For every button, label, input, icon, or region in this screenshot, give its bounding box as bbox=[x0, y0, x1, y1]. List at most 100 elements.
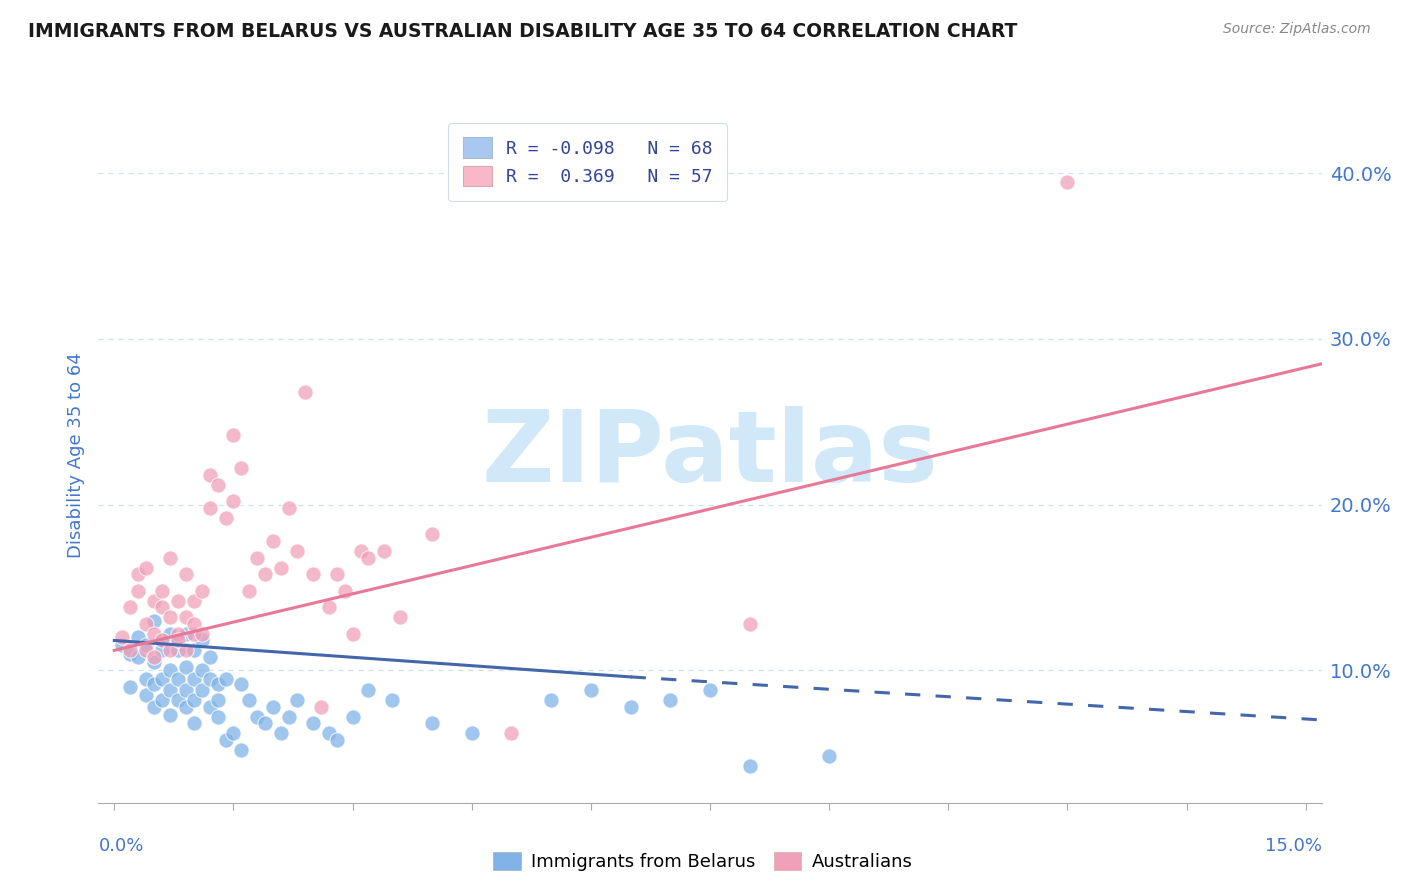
Point bbox=[222, 428, 245, 442]
Point bbox=[738, 616, 761, 631]
Point bbox=[166, 672, 188, 686]
Point bbox=[231, 461, 253, 475]
Text: ZIPatlas: ZIPatlas bbox=[482, 407, 938, 503]
Point bbox=[325, 732, 347, 747]
Point bbox=[120, 643, 142, 657]
Point bbox=[190, 583, 212, 598]
Point bbox=[143, 650, 166, 665]
Point bbox=[150, 672, 173, 686]
Point bbox=[214, 732, 236, 747]
Point bbox=[120, 600, 142, 615]
Point bbox=[135, 639, 157, 653]
Point bbox=[143, 699, 166, 714]
Point bbox=[270, 560, 292, 574]
Point bbox=[159, 683, 181, 698]
Point bbox=[166, 633, 188, 648]
Point bbox=[357, 683, 380, 698]
Point bbox=[166, 693, 188, 707]
Point bbox=[159, 627, 181, 641]
Point bbox=[309, 699, 332, 714]
Point bbox=[135, 616, 157, 631]
Point bbox=[174, 610, 197, 624]
Point bbox=[120, 680, 142, 694]
Point bbox=[318, 726, 340, 740]
Legend: R = -0.098   N = 68, R =  0.369   N = 57: R = -0.098 N = 68, R = 0.369 N = 57 bbox=[449, 123, 727, 201]
Point bbox=[198, 500, 221, 515]
Point bbox=[207, 693, 229, 707]
Legend: Immigrants from Belarus, Australians: Immigrants from Belarus, Australians bbox=[486, 845, 920, 879]
Point bbox=[198, 467, 221, 482]
Point bbox=[174, 627, 197, 641]
Point bbox=[127, 567, 149, 582]
Point bbox=[1056, 175, 1078, 189]
Point bbox=[373, 544, 395, 558]
Point bbox=[501, 726, 523, 740]
Point bbox=[389, 610, 412, 624]
Point bbox=[183, 616, 205, 631]
Point bbox=[285, 544, 308, 558]
Point bbox=[278, 709, 301, 723]
Y-axis label: Disability Age 35 to 64: Disability Age 35 to 64 bbox=[66, 352, 84, 558]
Point bbox=[302, 716, 325, 731]
Point bbox=[381, 693, 404, 707]
Point bbox=[166, 627, 188, 641]
Point bbox=[342, 627, 364, 641]
Point bbox=[174, 699, 197, 714]
Point bbox=[420, 527, 443, 541]
Point bbox=[231, 743, 253, 757]
Point bbox=[166, 643, 188, 657]
Point bbox=[135, 672, 157, 686]
Point bbox=[190, 663, 212, 677]
Point bbox=[111, 630, 134, 644]
Point bbox=[150, 633, 173, 648]
Point bbox=[127, 650, 149, 665]
Point bbox=[183, 693, 205, 707]
Text: 15.0%: 15.0% bbox=[1264, 837, 1322, 855]
Point bbox=[143, 593, 166, 607]
Point bbox=[166, 633, 188, 648]
Text: 0.0%: 0.0% bbox=[98, 837, 143, 855]
Point bbox=[190, 633, 212, 648]
Point bbox=[174, 567, 197, 582]
Point bbox=[207, 709, 229, 723]
Point bbox=[150, 600, 173, 615]
Point bbox=[127, 583, 149, 598]
Point bbox=[214, 511, 236, 525]
Point bbox=[285, 693, 308, 707]
Point bbox=[135, 688, 157, 702]
Point bbox=[325, 567, 347, 582]
Point bbox=[159, 610, 181, 624]
Point bbox=[190, 627, 212, 641]
Point bbox=[620, 699, 643, 714]
Point bbox=[357, 550, 380, 565]
Point bbox=[183, 716, 205, 731]
Point bbox=[150, 583, 173, 598]
Point bbox=[246, 709, 269, 723]
Point bbox=[294, 384, 316, 399]
Point bbox=[214, 672, 236, 686]
Point bbox=[183, 627, 205, 641]
Point bbox=[174, 643, 197, 657]
Point bbox=[246, 550, 269, 565]
Point bbox=[238, 693, 260, 707]
Point bbox=[150, 643, 173, 657]
Point bbox=[183, 643, 205, 657]
Point bbox=[342, 709, 364, 723]
Point bbox=[183, 593, 205, 607]
Point bbox=[262, 534, 284, 549]
Point bbox=[135, 643, 157, 657]
Point bbox=[143, 655, 166, 669]
Point bbox=[254, 567, 277, 582]
Point bbox=[159, 708, 181, 723]
Point bbox=[262, 699, 284, 714]
Point bbox=[207, 676, 229, 690]
Point bbox=[190, 683, 212, 698]
Point bbox=[198, 672, 221, 686]
Point bbox=[333, 583, 356, 598]
Point bbox=[166, 593, 188, 607]
Point bbox=[302, 567, 325, 582]
Point bbox=[150, 633, 173, 648]
Point bbox=[818, 749, 841, 764]
Point bbox=[143, 627, 166, 641]
Point bbox=[738, 759, 761, 773]
